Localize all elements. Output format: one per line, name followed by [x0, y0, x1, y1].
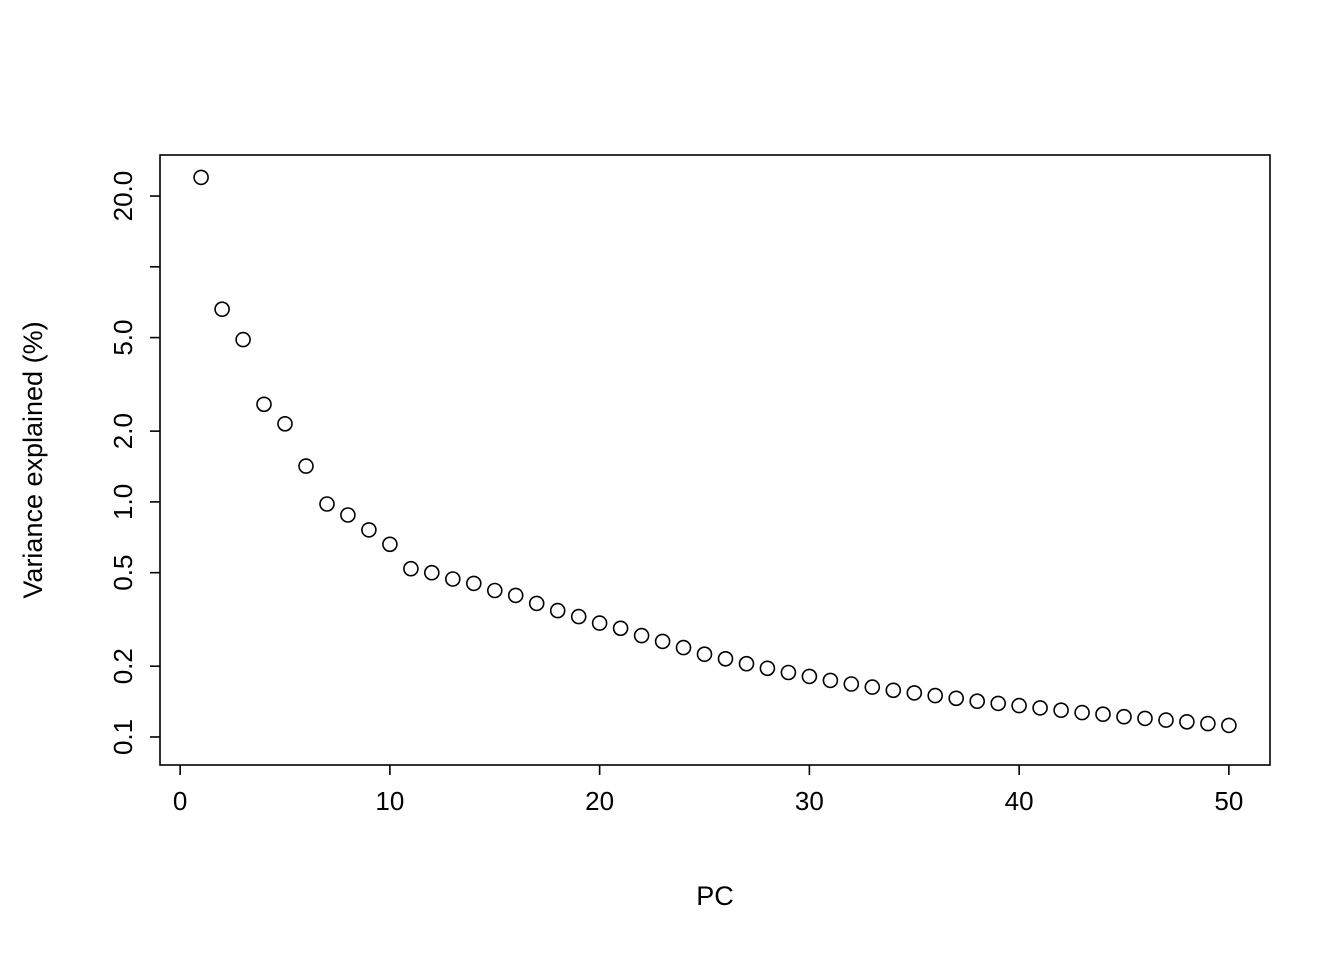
data-point [969, 693, 986, 710]
data-point [801, 668, 818, 685]
data-point [1158, 712, 1174, 728]
data-point [759, 660, 776, 677]
y-axis-title: Variance explained (%) [18, 321, 48, 598]
data-point [843, 676, 860, 692]
data-point [361, 522, 377, 538]
y-tick-label: 5.0 [108, 320, 138, 356]
data-point [591, 615, 608, 631]
data-point [927, 687, 944, 704]
data-point [1200, 715, 1216, 732]
data-point [948, 690, 965, 707]
data-point [256, 396, 272, 413]
x-axis: 0 10 20 30 40 50 [173, 765, 1243, 816]
data-point [549, 602, 566, 619]
x-tick-label: 50 [1214, 786, 1243, 816]
plot-box [159, 154, 1271, 766]
data-point [612, 620, 629, 637]
y-tick-label: 2.0 [108, 413, 138, 449]
y-tick-label: 0.5 [108, 555, 138, 591]
data-point [423, 564, 440, 581]
data-point [486, 582, 503, 599]
data-point [528, 595, 545, 612]
data-point [822, 672, 839, 689]
data-point [717, 650, 734, 667]
data-point [570, 608, 587, 625]
data-point [1179, 713, 1195, 730]
data-point [507, 587, 524, 604]
data-point [675, 639, 692, 656]
data-point [1032, 700, 1048, 716]
data-point [235, 331, 251, 348]
data-point [214, 301, 230, 318]
data-point [340, 507, 356, 523]
x-tick-label: 0 [173, 786, 187, 816]
data-point [654, 633, 671, 650]
data-point [444, 571, 461, 587]
data-point [298, 458, 314, 474]
x-tick-label: 10 [375, 786, 404, 816]
y-tick-label: 1.0 [108, 484, 138, 520]
data-point [277, 415, 293, 432]
data-point [885, 682, 902, 699]
data-point [1011, 697, 1027, 714]
x-axis-title: PC [696, 881, 734, 911]
data-points [193, 169, 1237, 734]
data-point [382, 536, 398, 553]
data-point [403, 560, 419, 577]
data-point [465, 575, 482, 592]
data-point [1095, 706, 1111, 723]
data-point [696, 646, 713, 663]
data-point [906, 685, 923, 701]
data-point [864, 679, 881, 695]
data-point [780, 664, 797, 681]
data-point [633, 627, 650, 644]
data-point [1116, 708, 1132, 725]
data-point [1074, 704, 1090, 721]
plot-frame [159, 154, 1271, 766]
data-point [738, 655, 755, 672]
data-point [1221, 717, 1237, 734]
data-point [193, 169, 209, 186]
data-point [1053, 702, 1069, 719]
x-tick-label: 30 [795, 786, 824, 816]
y-tick-label: 0.2 [108, 648, 138, 684]
data-point [319, 496, 335, 512]
data-point [990, 695, 1007, 712]
y-axis: 20.0 5.0 2.0 1.0 0.5 0.2 0.1 [108, 171, 160, 755]
y-tick-label: 0.1 [108, 719, 138, 755]
y-tick-label: 20.0 [108, 171, 138, 222]
x-tick-label: 40 [1005, 786, 1034, 816]
data-point [1137, 710, 1153, 727]
x-tick-label: 20 [585, 786, 614, 816]
